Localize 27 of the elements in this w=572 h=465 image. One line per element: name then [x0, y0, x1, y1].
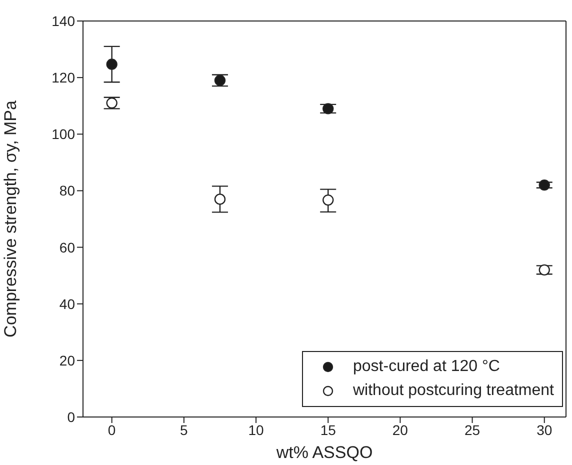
point — [106, 97, 118, 109]
point — [214, 194, 226, 205]
x-tick-label: 5 — [180, 422, 188, 438]
point — [322, 194, 334, 206]
y-tick-label: 80 — [59, 182, 76, 199]
y-tick-label: 20 — [59, 352, 76, 368]
x-tick-label: 20 — [392, 422, 408, 438]
y-tick-label: 140 — [52, 12, 76, 29]
y-tick-label: 120 — [52, 70, 76, 86]
x-tick-label: 10 — [248, 422, 264, 438]
x-axis-title: wt% ASSQO — [275, 443, 373, 462]
point — [538, 179, 550, 191]
point — [106, 58, 118, 70]
x-tick-label: 15 — [320, 422, 336, 438]
point — [214, 74, 226, 86]
point — [322, 103, 334, 114]
y-tick-label: 0 — [67, 408, 76, 425]
x-tick-label: 30 — [536, 422, 552, 438]
x-tick-label: 25 — [464, 422, 480, 438]
y-axis-title: Compressive strength, σy, MPa — [1, 100, 20, 338]
y-tick-label: 60 — [59, 239, 76, 256]
x-tick-label: 0 — [108, 422, 116, 438]
legend-label: post-cured at 120 °C — [353, 358, 500, 376]
point — [538, 264, 550, 276]
legend-label: without postcuring treatment — [353, 382, 554, 400]
y-tick-label: 100 — [52, 126, 76, 142]
y-tick-label: 40 — [59, 296, 76, 312]
